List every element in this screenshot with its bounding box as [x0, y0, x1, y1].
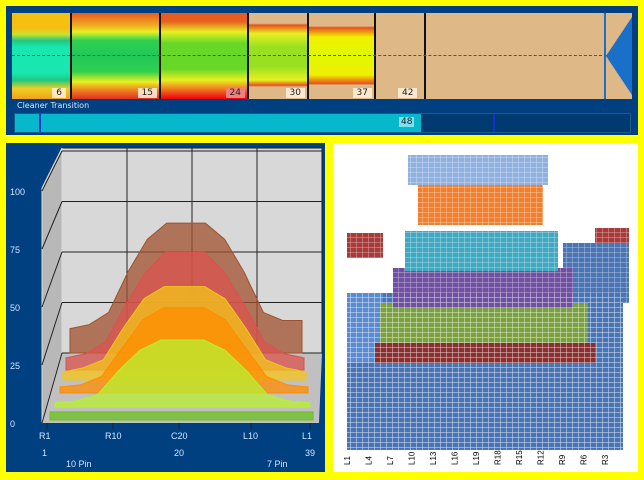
x-tick-label: R3 [601, 454, 610, 465]
oil-heatmap-3d-chart: L1 L4 L7 L10 L13 L16 L19 R18 R15 R12 R9 R6 R3 [333, 143, 638, 472]
heat-grid [405, 231, 558, 271]
cleaner-transition-slider[interactable]: 48 [14, 113, 631, 133]
x-tick-label: L7 [386, 456, 395, 465]
gridline [41, 352, 63, 424]
marker[interactable] [39, 114, 41, 132]
lane-panel: 6 15 24 30 37 42 Cleaner Transition 48 [6, 6, 638, 135]
segment: 15 [72, 13, 161, 99]
bowler-arrow-icon [604, 13, 632, 99]
segment-label: 24 [225, 88, 245, 98]
x-tick-label: R10 [105, 431, 122, 441]
cleaner-fill [15, 114, 421, 132]
x-board-number: 39 [305, 448, 315, 458]
x-tick-label: L19 [472, 451, 481, 465]
segment: 6 [12, 13, 72, 99]
x-tick-label: L10 [243, 431, 258, 441]
segment-label: 6 [52, 88, 66, 98]
heat-grid [408, 155, 548, 185]
x-tick-label: L13 [429, 451, 438, 465]
segment-label: 42 [398, 88, 418, 98]
gridline [41, 201, 63, 250]
x-tick-label: R9 [558, 454, 567, 465]
segment-label: 37 [352, 88, 372, 98]
x-tick-label: L4 [365, 456, 374, 465]
x-tick-label: L1 [302, 431, 312, 441]
x-tick-label: R6 [580, 454, 589, 465]
y-tick-label: 100 [10, 187, 25, 197]
marker[interactable] [493, 114, 495, 132]
cleaner-value: 48 [399, 117, 415, 127]
series-area [54, 339, 311, 408]
x-tick-label: R12 [537, 450, 546, 465]
segment: 37 [309, 13, 376, 99]
x-tick-label: C20 [171, 431, 188, 441]
heat-grid [347, 293, 623, 450]
x-tick-label: R15 [515, 450, 524, 465]
x-tick-label: L1 [343, 456, 352, 465]
pin-label: 7 Pin [267, 459, 288, 469]
x-tick-label: R1 [39, 431, 51, 441]
x-tick-label: R18 [494, 450, 503, 465]
segment: 42 [376, 13, 426, 99]
series-area [49, 411, 314, 421]
segment: 24 [161, 13, 249, 99]
x-tick-label: L10 [408, 451, 417, 465]
y-tick-label: 75 [10, 245, 20, 255]
oil-profile-3d-chart: 0 25 50 75 100 R1 R10 C20 L10 L1 1 20 39 10 Pin 7 Pin [6, 143, 325, 472]
gridline [41, 302, 63, 366]
segment-label: 15 [137, 88, 157, 98]
cleaner-transition-title: Cleaner Transition [17, 101, 90, 110]
x-tick-label: L16 [451, 451, 460, 465]
y-tick-label: 25 [10, 361, 20, 371]
segment-label: 30 [285, 88, 305, 98]
lane-strip: 6 15 24 30 37 42 [12, 13, 632, 99]
y-tick-label: 50 [10, 303, 20, 313]
center-line [12, 55, 612, 56]
y-tick-label: 0 [10, 419, 15, 429]
pin-label: 10 Pin [66, 459, 92, 469]
gridline [41, 251, 63, 308]
segment: 30 [249, 13, 309, 99]
x-board-number: 20 [174, 448, 184, 458]
heat-grid [347, 233, 383, 258]
gridline [41, 150, 63, 192]
heat-grid [418, 185, 543, 225]
x-board-number: 1 [42, 448, 47, 458]
